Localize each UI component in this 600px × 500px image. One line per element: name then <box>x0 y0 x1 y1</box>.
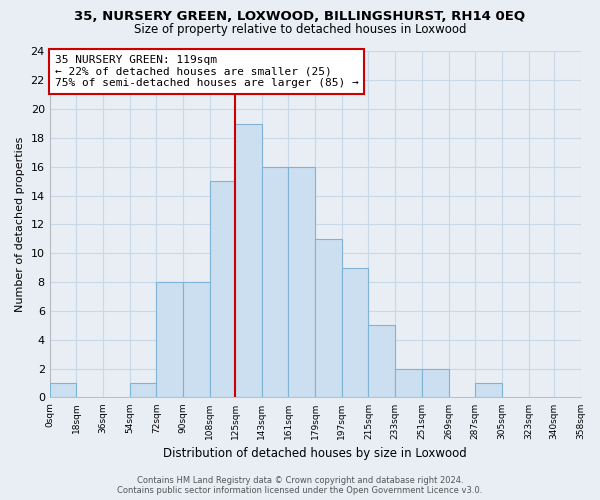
Bar <box>475 383 502 398</box>
Bar <box>262 167 289 398</box>
Bar <box>210 181 235 398</box>
Text: 35 NURSERY GREEN: 119sqm
← 22% of detached houses are smaller (25)
75% of semi-d: 35 NURSERY GREEN: 119sqm ← 22% of detach… <box>55 55 359 88</box>
Bar <box>50 383 76 398</box>
Text: Contains HM Land Registry data © Crown copyright and database right 2024.
Contai: Contains HM Land Registry data © Crown c… <box>118 476 482 495</box>
Bar <box>157 282 183 398</box>
Bar <box>289 167 315 398</box>
Bar <box>235 124 262 398</box>
X-axis label: Distribution of detached houses by size in Loxwood: Distribution of detached houses by size … <box>163 447 467 460</box>
Y-axis label: Number of detached properties: Number of detached properties <box>15 137 25 312</box>
Text: Size of property relative to detached houses in Loxwood: Size of property relative to detached ho… <box>134 22 466 36</box>
Bar <box>368 326 395 398</box>
Bar <box>395 368 422 398</box>
Bar <box>183 282 210 398</box>
Text: 35, NURSERY GREEN, LOXWOOD, BILLINGSHURST, RH14 0EQ: 35, NURSERY GREEN, LOXWOOD, BILLINGSHURS… <box>74 10 526 23</box>
Bar <box>130 383 157 398</box>
Bar <box>342 268 368 398</box>
Bar <box>422 368 449 398</box>
Bar <box>315 239 342 398</box>
